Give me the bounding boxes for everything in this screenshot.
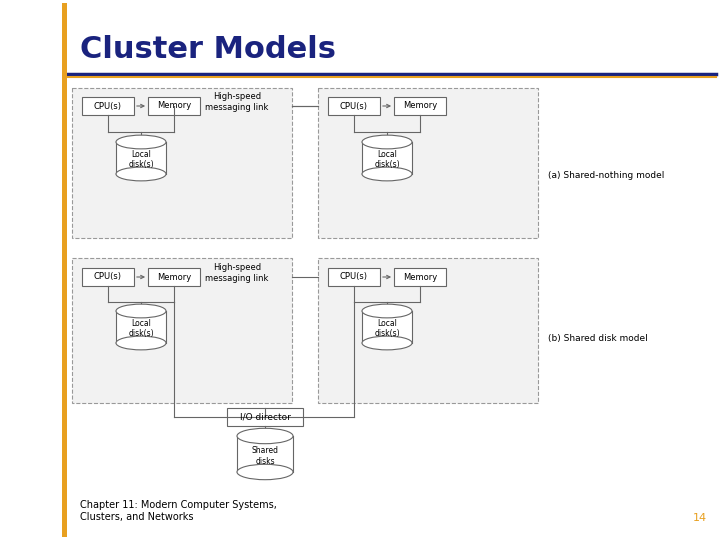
Bar [394,97,446,115]
Text: Memory: Memory [403,273,437,281]
Bar [148,97,200,115]
Text: Memory: Memory [157,273,191,281]
Bar [72,258,292,403]
Ellipse shape [116,135,166,149]
Text: messaging link: messaging link [205,103,269,112]
Ellipse shape [237,428,293,444]
Text: Shared
disks: Shared disks [251,446,279,465]
Text: (b) Shared disk model: (b) Shared disk model [548,334,648,342]
Text: CPU(s): CPU(s) [340,273,368,281]
Bar [227,408,303,426]
Bar [116,142,166,174]
Ellipse shape [362,167,412,181]
Text: High-speed: High-speed [213,263,261,272]
Text: Cluster Models: Cluster Models [80,36,336,64]
Text: Local
disk(s): Local disk(s) [374,319,400,338]
Ellipse shape [116,304,166,318]
Bar [318,258,538,403]
Bar [72,88,292,238]
Bar [318,88,538,238]
Bar [237,436,293,472]
Bar [148,268,200,286]
Ellipse shape [116,336,166,350]
Ellipse shape [362,135,412,149]
Text: Local
disk(s): Local disk(s) [128,150,154,170]
Bar [328,97,380,115]
Bar [362,142,412,174]
Bar [362,311,412,343]
Text: Memory: Memory [403,102,437,111]
Ellipse shape [362,336,412,350]
Bar [394,268,446,286]
Text: High-speed: High-speed [213,92,261,101]
Bar [82,268,134,286]
Ellipse shape [237,464,293,480]
Ellipse shape [362,304,412,318]
Text: CPU(s): CPU(s) [94,273,122,281]
Text: Chapter 11: Modern Computer Systems,
Clusters, and Networks: Chapter 11: Modern Computer Systems, Clu… [80,500,277,522]
Bar [116,311,166,343]
Text: messaging link: messaging link [205,274,269,283]
Text: I/O director: I/O director [240,413,290,422]
Bar [328,268,380,286]
Text: 14: 14 [693,513,707,523]
Text: Local
disk(s): Local disk(s) [374,150,400,170]
Text: Local
disk(s): Local disk(s) [128,319,154,338]
Ellipse shape [116,167,166,181]
Bar [82,97,134,115]
Text: CPU(s): CPU(s) [94,102,122,111]
Bar [62,3,67,537]
Text: Memory: Memory [157,102,191,111]
Text: CPU(s): CPU(s) [340,102,368,111]
Text: (a) Shared-nothing model: (a) Shared-nothing model [548,171,665,179]
